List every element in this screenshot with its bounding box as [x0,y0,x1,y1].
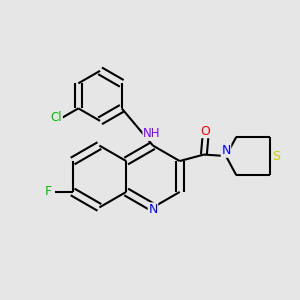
Text: O: O [200,124,210,138]
Text: N: N [221,144,231,157]
Text: S: S [273,149,280,163]
Text: NH: NH [143,128,160,140]
Text: F: F [45,185,52,199]
Text: Cl: Cl [51,111,62,124]
Text: N: N [148,203,158,216]
